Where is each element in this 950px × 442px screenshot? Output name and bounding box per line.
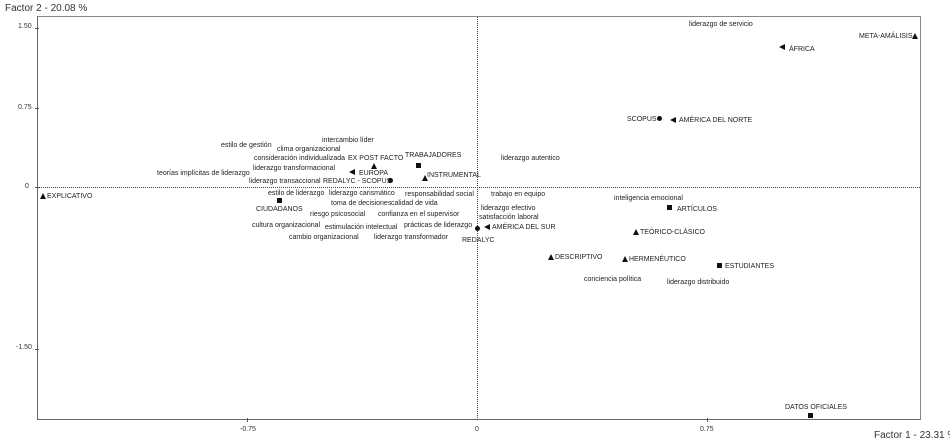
point-label: META-AMÁLISIS — [859, 33, 913, 40]
point-label: liderazgo autentico — [501, 155, 560, 162]
y-tick-label: 1.50 — [18, 23, 32, 30]
y-tick-label: -1.50 — [16, 344, 32, 351]
point-label: estilo de gestión — [221, 142, 272, 149]
triangle-marker — [622, 256, 628, 262]
point-label: EX POST FACTO — [348, 155, 404, 162]
point-label: AMÉRICA DEL NORTE — [679, 117, 753, 124]
zero-line-vertical — [477, 17, 478, 420]
x-tick — [247, 418, 248, 422]
point-label: estilo de liderazgo — [268, 190, 325, 197]
square-marker — [717, 263, 722, 268]
circle-marker — [475, 226, 480, 231]
point-label: liderazgo transformador — [374, 234, 448, 241]
x-tick — [707, 418, 708, 422]
point-label: liderazgo transaccional — [249, 178, 321, 185]
point-label: ESTUDIANTES — [725, 263, 775, 270]
left-triangle-marker — [484, 224, 490, 230]
triangle-marker — [371, 163, 377, 169]
point-label: teorías implícitas de liderazgo — [157, 170, 250, 177]
point-label: REDALYC — [462, 237, 495, 244]
y-tick-label: 0 — [25, 183, 29, 190]
square-marker — [667, 205, 672, 210]
point-label: cambio organizacional — [289, 234, 359, 241]
y-tick — [35, 187, 39, 188]
point-label: liderazgo transformacional — [253, 165, 336, 172]
y-tick — [35, 28, 39, 29]
point-label: responsabilidad social — [405, 191, 474, 198]
zero-line-horizontal — [38, 187, 920, 188]
circle-marker — [388, 178, 393, 183]
square-marker — [808, 413, 813, 418]
y-axis-title: Factor 2 - 20.08 % — [5, 3, 88, 14]
triangle-marker — [912, 33, 918, 39]
triangle-marker — [548, 254, 554, 260]
point-label: inteligencia emocional — [614, 195, 683, 202]
point-label: cultura organizacional — [252, 222, 321, 229]
left-triangle-marker — [779, 44, 785, 50]
point-label: AMÉRICA DEL SUR — [492, 224, 556, 231]
point-label: intercambio líder — [322, 137, 374, 144]
y-tick-label: 0.75 — [18, 104, 32, 111]
point-label: clima organizacional — [277, 146, 341, 153]
point-label: estimulación intelectual — [325, 224, 398, 231]
point-label: DESCRIPTIVO — [555, 254, 603, 261]
triangle-marker — [40, 193, 46, 199]
x-tick-label: -0.75 — [240, 426, 256, 433]
point-label: trabajo en equipo — [491, 191, 546, 198]
y-tick — [35, 108, 39, 109]
point-label: ÁFRICA — [789, 46, 815, 53]
x-axis-title: Factor 1 - 23.31 % — [874, 430, 950, 441]
point-label: ARTÍCULOS — [677, 206, 717, 213]
point-label: REDALYC - SCOPUS — [323, 178, 392, 185]
point-label: liderazgo efectivo — [481, 205, 536, 212]
point-label: SCOPUS — [627, 116, 657, 123]
point-label: confianza en el supervisor — [378, 211, 460, 218]
point-label: DATOS OFICIALES — [785, 404, 847, 411]
plot-frame — [37, 16, 921, 420]
triangle-marker — [633, 229, 639, 235]
point-label: liderazgo de servicio — [689, 21, 753, 28]
point-label: riesgo psicosocial — [310, 211, 366, 218]
point-label: TRABAJADORES — [405, 152, 462, 159]
point-label: liderazgo carismático — [329, 190, 395, 197]
point-label: CIUDADANOS — [256, 206, 303, 213]
point-label: liderazgo distribuido — [667, 279, 730, 286]
point-label: calidad de vida — [391, 200, 438, 207]
square-marker — [277, 198, 282, 203]
square-marker — [416, 163, 421, 168]
point-label: toma de decisiones — [331, 200, 392, 207]
x-tick-label: 0 — [475, 426, 479, 433]
left-triangle-marker — [670, 117, 676, 123]
point-label: EXPLICATIVO — [47, 193, 93, 200]
y-tick — [35, 349, 39, 350]
point-label: consideración individualizada — [254, 155, 346, 162]
circle-marker — [657, 116, 662, 121]
point-label: satisfacción laboral — [479, 214, 539, 221]
point-label: TEÓRICO-CLÁSICO — [640, 229, 705, 236]
left-triangle-marker — [349, 169, 355, 175]
x-tick-label: 0.75 — [700, 426, 714, 433]
point-label: conciencia política — [584, 276, 642, 283]
point-label: HERMENÉUTICO — [629, 256, 686, 263]
point-label: prácticas de liderazgo — [404, 222, 473, 229]
point-label: INSTRUMENTAL — [427, 172, 481, 179]
triangle-marker — [422, 175, 428, 181]
point-label: EUROPA — [359, 170, 389, 177]
